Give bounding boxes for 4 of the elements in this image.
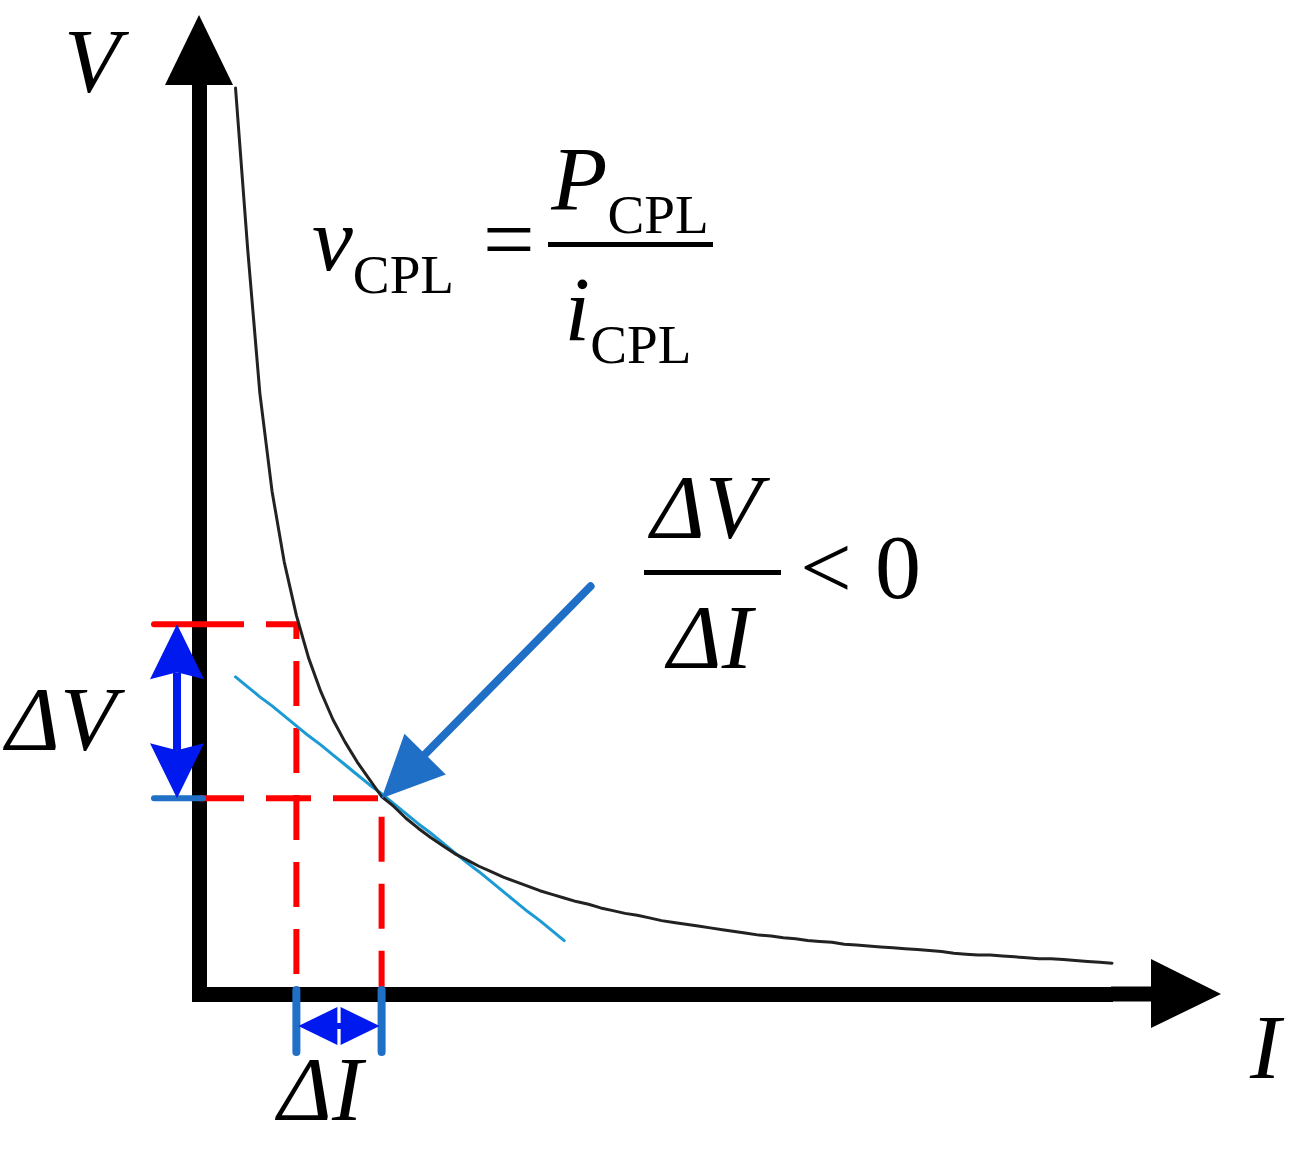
annotation: v$_{CPL}$ = bbox=[312, 187, 540, 306]
annotation: P$_{CPL}$ bbox=[551, 127, 709, 246]
annotation: < 0 bbox=[800, 515, 921, 618]
annotation: i$_{CPL}$ bbox=[564, 257, 692, 376]
